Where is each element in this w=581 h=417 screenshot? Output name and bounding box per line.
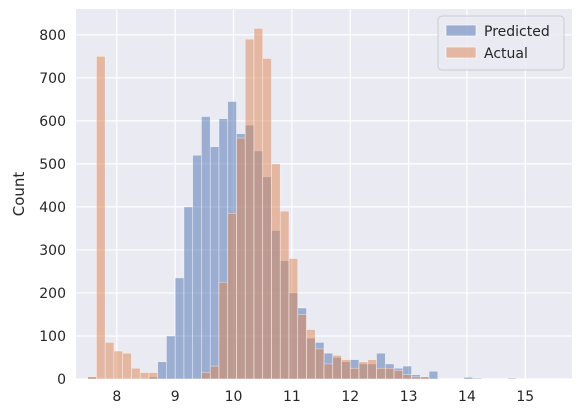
actual-bar [411,376,421,380]
actual-bar [244,38,255,380]
legend: Predicted Actual [437,15,565,71]
legend-swatch-predicted [445,24,477,37]
y-tick-label: 200 [39,286,66,302]
actual-bar [236,137,246,380]
actual-bar [139,372,150,380]
y-tick-label: 400 [39,200,66,216]
x-tick-label: 8 [112,389,121,405]
predicted-bar [157,361,167,380]
predicted-bar [201,116,211,380]
predicted-bar [192,154,202,380]
x-tick-label: 15 [516,389,534,405]
actual-bar [279,210,290,380]
actual-bar [402,374,412,380]
x-tick-label: 13 [400,389,418,405]
actual-bar [297,314,307,380]
actual-bar [306,329,316,380]
legend-swatch-actual [445,46,477,59]
legend-label-predicted: Predicted [484,24,550,40]
actual-bar [271,163,281,380]
actual-bar [376,367,386,380]
actual-bar [113,350,123,380]
x-tick-label: 10 [225,389,243,405]
actual-bar [349,367,360,380]
actual-bar [96,56,106,380]
actual-bar [87,376,97,380]
actual-bar [104,342,115,380]
y-tick-label: 600 [39,114,66,130]
actual-bar [367,359,377,380]
actual-bar [384,367,395,380]
actual-bar [122,352,132,380]
y-tick-label: 100 [39,329,66,345]
actual-bar [201,372,211,380]
y-tick-label: 300 [39,243,66,259]
actual-bar [323,363,334,380]
actual-bar [314,348,325,380]
y-tick-label: 800 [39,28,66,44]
plot-background [76,9,572,379]
x-tick-label: 12 [341,389,359,405]
predicted-bar [166,335,176,380]
y-tick-label: 0 [57,372,66,388]
legend-label-actual: Actual [484,46,528,62]
y-tick-label: 500 [39,157,66,173]
predicted-bar [174,277,185,380]
predicted-bar [472,377,482,380]
actual-bar [419,376,430,380]
predicted-bar [209,146,220,380]
actual-bar [253,28,264,380]
actual-bar [209,365,220,380]
actual-bar [218,281,229,380]
predicted-bar [463,376,474,380]
actual-bar [358,361,369,380]
x-tick-label: 9 [171,389,180,405]
actual-bar [148,372,158,380]
predicted-bar [507,377,517,380]
actual-bar [288,258,299,380]
actual-bar [341,359,351,380]
actual-bar [131,367,141,380]
x-tick-label: 11 [283,389,301,405]
predicted-bar [183,206,194,380]
predicted-bar [428,370,439,380]
actual-bar [393,370,404,380]
actual-bar [262,58,272,380]
x-tick-label: 14 [458,389,476,405]
y-tick-label: 700 [39,71,66,87]
actual-bar [332,355,342,380]
actual-bar [227,213,237,380]
y-axis-label: Count [10,172,28,217]
